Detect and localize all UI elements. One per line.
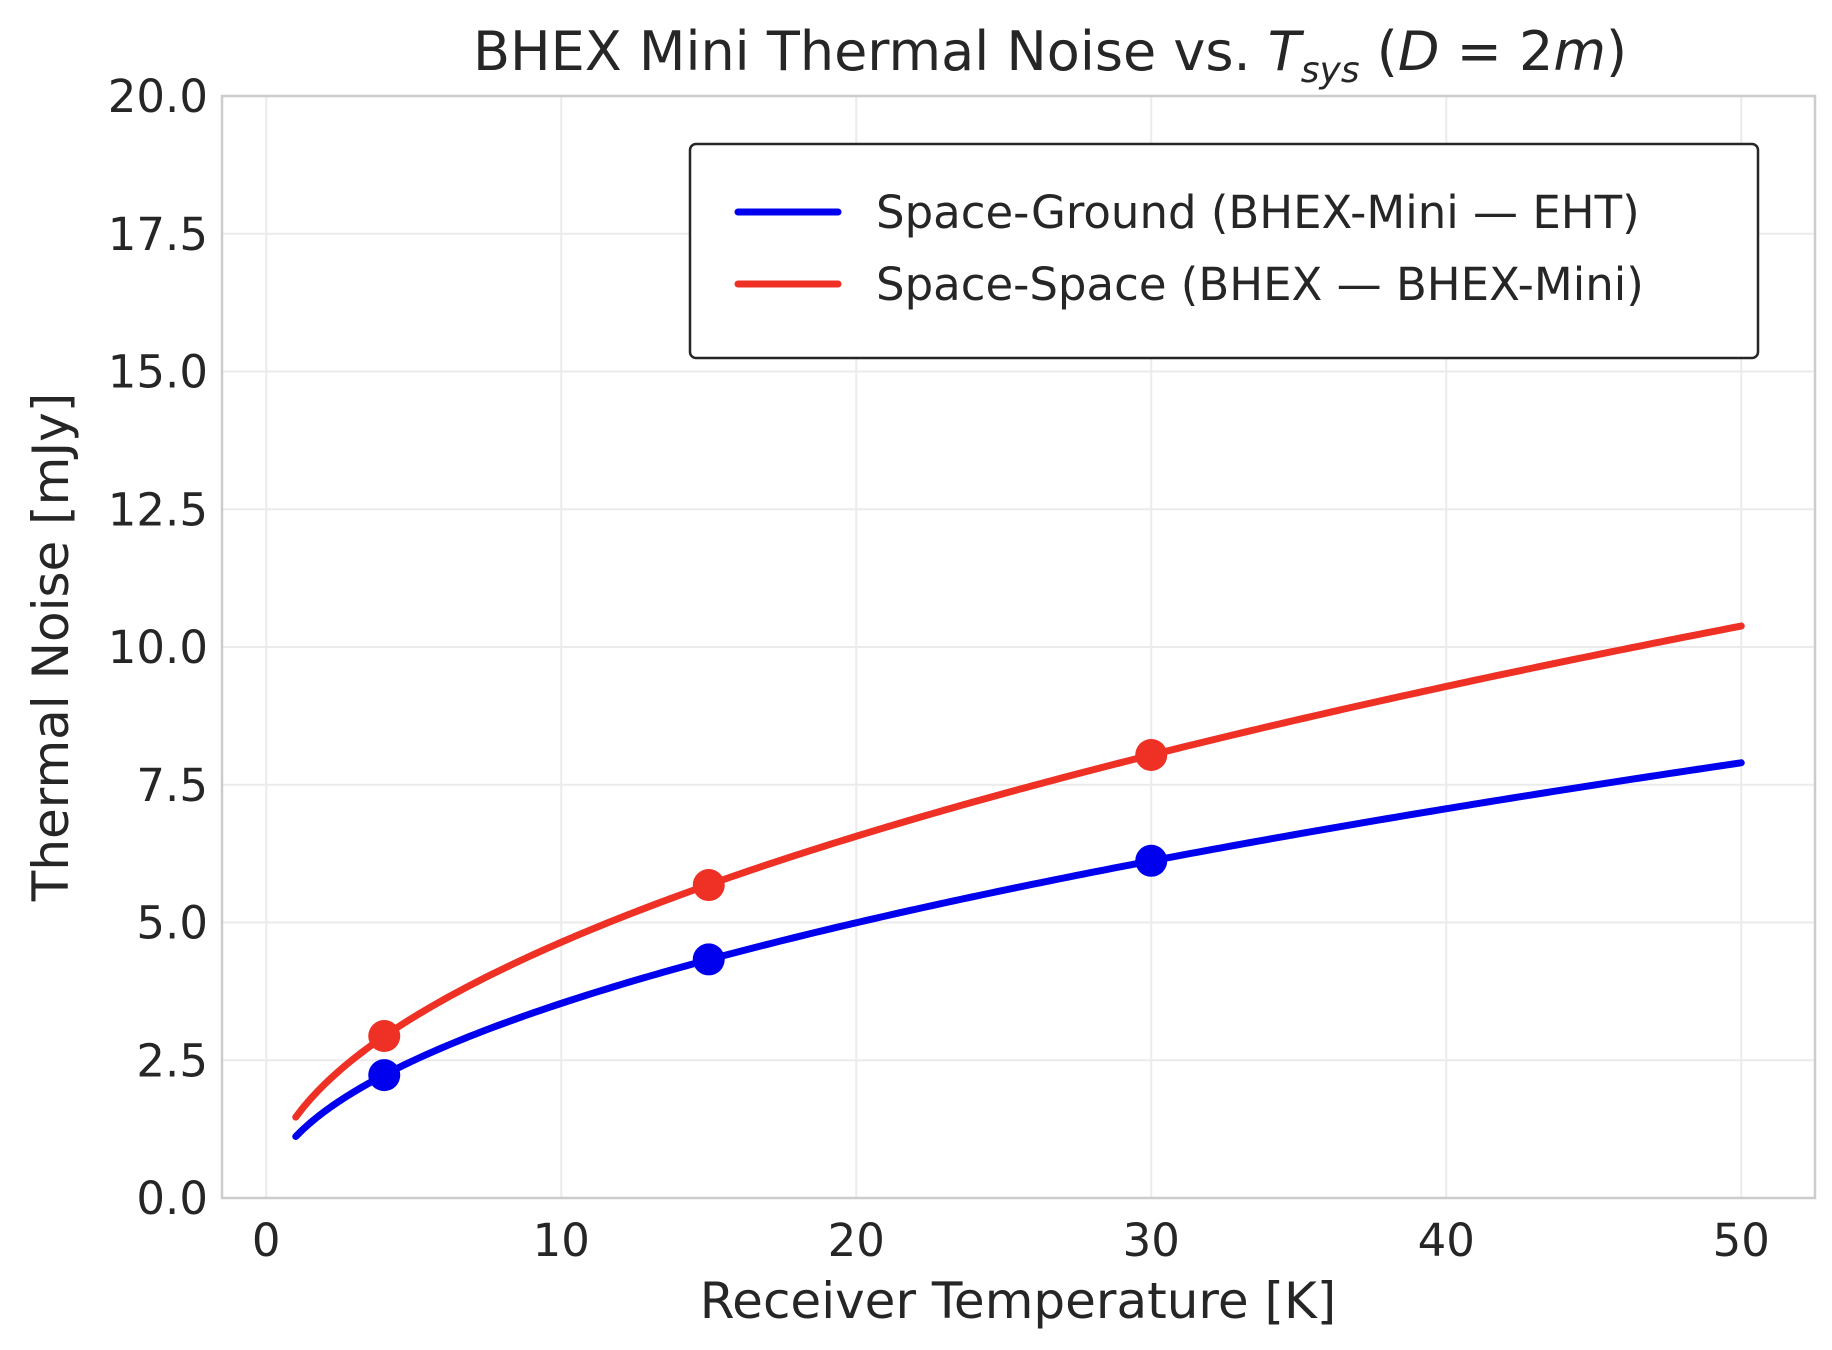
y-tick-label: 7.5 [136,759,208,812]
series-0-marker [368,1059,401,1092]
y-tick-label: 17.5 [108,208,208,261]
series-1-marker [368,1020,401,1053]
y-tick-labels: 0.0 2.5 5.0 7.5 10.0 12.5 15.0 17.5 20.0 [108,70,208,1225]
plot-frame [220,94,1817,1200]
legend-frame [688,142,1760,360]
y-tick-label: 12.5 [108,483,208,536]
legend-label-space-ground: Space-Ground (BHEX-Mini — EHT) [876,186,1640,239]
series-markers [368,738,1168,1092]
x-tick-label: 0 [252,1214,281,1267]
legend: Space-Ground (BHEX-Mini — EHT) Space-Spa… [688,142,1760,360]
y-tick-label: 2.5 [136,1034,208,1087]
chart-title: BHEX Mini Thermal Noise vs. Tsys (D = 2m… [473,20,1627,91]
y-tick-label: 0.0 [136,1172,208,1225]
y-tick-label: 15.0 [108,346,208,399]
x-tick-label: 10 [533,1214,590,1267]
legend-label-space-space: Space-Space (BHEX — BHEX-Mini) [876,258,1644,311]
y-tick-label: 5.0 [136,897,208,950]
x-axis-label: Receiver Temperature [K] [700,1272,1337,1330]
x-tick-label: 40 [1418,1214,1475,1267]
y-tick-label: 20.0 [108,70,208,123]
series-0-marker [692,943,725,976]
y-axis-label: Thermal Noise [mJy] [22,393,80,902]
series-line-1 [292,622,1745,1121]
series-lines [292,622,1745,1140]
series-0-marker [1135,844,1168,877]
series-1-marker [692,869,725,902]
series-1-marker [1135,738,1168,771]
y-tick-label: 10.0 [108,621,208,674]
x-tick-label: 20 [828,1214,885,1267]
x-tick-label: 30 [1123,1214,1180,1267]
series-line-0 [292,759,1745,1140]
x-tick-labels: 0 10 20 30 40 50 [252,1214,1770,1267]
x-tick-label: 50 [1713,1214,1770,1267]
